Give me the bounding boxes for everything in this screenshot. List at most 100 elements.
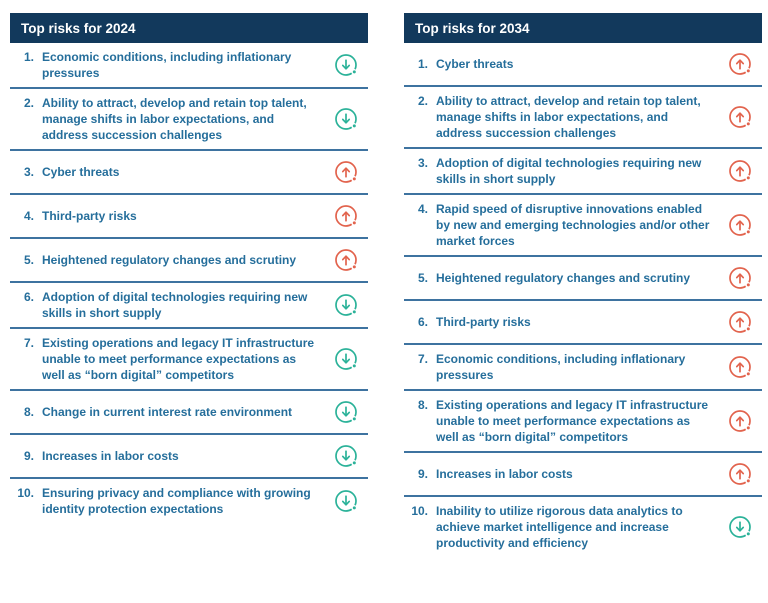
risk-item: 5. Heightened regulatory changes and scr… bbox=[404, 257, 762, 301]
up-arrow-circle-icon bbox=[728, 105, 752, 129]
risk-item: 6. Third-party risks bbox=[404, 301, 762, 345]
risk-item: 1. Economic conditions, including inflat… bbox=[10, 43, 368, 89]
risk-text: Economic conditions, including inflation… bbox=[436, 352, 686, 382]
down-arrow-glyph bbox=[335, 54, 357, 76]
risk-columns-container: Top risks for 2024 1. Economic condition… bbox=[10, 13, 762, 557]
down-arrow-circle-icon bbox=[334, 347, 358, 371]
up-arrow-circle-icon bbox=[728, 52, 752, 76]
risk-item-body: 7. Economic conditions, including inflat… bbox=[404, 351, 718, 383]
column-title: Top risks for 2034 bbox=[415, 20, 530, 36]
risk-item: 10. Inability to utilize rigorous data a… bbox=[404, 497, 762, 557]
risk-rank: 8. bbox=[417, 398, 428, 412]
risk-text: Ensuring privacy and compliance with gro… bbox=[42, 486, 311, 516]
risk-item: 2. Ability to attract, develop and retai… bbox=[404, 87, 762, 149]
down-arrow-glyph bbox=[335, 401, 357, 423]
risk-item-body: 1. Economic conditions, including inflat… bbox=[10, 49, 324, 81]
risk-rank: 3. bbox=[23, 165, 34, 179]
risk-text: Rapid speed of disruptive innovations en… bbox=[436, 202, 710, 248]
risk-rank: 9. bbox=[23, 449, 34, 463]
up-arrow-glyph bbox=[729, 53, 751, 75]
risk-list: 1. Cyber threats 2. Ability to attract, … bbox=[404, 43, 762, 557]
up-arrow-circle-icon bbox=[334, 160, 358, 184]
risk-text: Economic conditions, including inflation… bbox=[42, 50, 292, 80]
down-arrow-glyph bbox=[335, 348, 357, 370]
risk-text: Existing operations and legacy IT infras… bbox=[436, 398, 709, 444]
risk-rank: 5. bbox=[23, 253, 34, 267]
up-arrow-glyph bbox=[729, 356, 751, 378]
up-arrow-glyph bbox=[729, 214, 751, 236]
risk-item-body: 10. Ensuring privacy and compliance with… bbox=[10, 485, 324, 517]
up-arrow-glyph bbox=[335, 205, 357, 227]
up-arrow-glyph bbox=[335, 161, 357, 183]
risk-rank: 1. bbox=[417, 57, 428, 71]
risk-text: Existing operations and legacy IT infras… bbox=[42, 336, 315, 382]
risk-item-body: 4. Rapid speed of disruptive innovations… bbox=[404, 201, 718, 249]
risk-rank: 6. bbox=[417, 315, 428, 329]
risk-rank: 2. bbox=[417, 94, 428, 108]
down-arrow-circle-icon bbox=[334, 489, 358, 513]
risk-item-body: 7. Existing operations and legacy IT inf… bbox=[10, 335, 324, 383]
up-arrow-circle-icon bbox=[728, 462, 752, 486]
down-arrow-glyph bbox=[335, 490, 357, 512]
risk-item-body: 2. Ability to attract, develop and retai… bbox=[404, 93, 718, 141]
up-arrow-circle-icon bbox=[334, 248, 358, 272]
risk-column: Top risks for 2024 1. Economic condition… bbox=[10, 13, 368, 557]
risk-item-body: 3. Adoption of digital technologies requ… bbox=[404, 155, 718, 187]
risk-rank: 10. bbox=[411, 504, 428, 518]
risk-item: 2. Ability to attract, develop and retai… bbox=[10, 89, 368, 151]
up-arrow-circle-icon bbox=[728, 310, 752, 334]
up-arrow-circle-icon bbox=[728, 213, 752, 237]
down-arrow-glyph bbox=[335, 294, 357, 316]
risk-rank: 8. bbox=[23, 405, 34, 419]
risk-item-body: 10. Inability to utilize rigorous data a… bbox=[404, 503, 718, 551]
column-header: Top risks for 2024 bbox=[10, 13, 368, 43]
up-arrow-glyph bbox=[729, 267, 751, 289]
risk-item: 1. Cyber threats bbox=[404, 43, 762, 87]
up-arrow-glyph bbox=[335, 249, 357, 271]
risk-text: Inability to utilize rigorous data analy… bbox=[436, 504, 683, 550]
risk-text: Increases in labor costs bbox=[42, 449, 179, 463]
risk-item: 8. Change in current interest rate envir… bbox=[10, 391, 368, 435]
risk-list: 1. Economic conditions, including inflat… bbox=[10, 43, 368, 523]
up-arrow-glyph bbox=[729, 106, 751, 128]
risk-text: Cyber threats bbox=[436, 57, 514, 71]
up-arrow-glyph bbox=[729, 463, 751, 485]
up-arrow-circle-icon bbox=[728, 355, 752, 379]
risk-column: Top risks for 2034 1. Cyber threats 2. A… bbox=[404, 13, 762, 557]
risk-item: 9. Increases in labor costs bbox=[404, 453, 762, 497]
risk-item-body: 9. Increases in labor costs bbox=[404, 466, 718, 482]
risk-item: 10. Ensuring privacy and compliance with… bbox=[10, 479, 368, 523]
risk-text: Cyber threats bbox=[42, 165, 120, 179]
down-arrow-circle-icon bbox=[728, 515, 752, 539]
top-risks-comparison-figure: Top risks for 2024 1. Economic condition… bbox=[10, 13, 762, 557]
up-arrow-circle-icon bbox=[334, 204, 358, 228]
risk-item: 7. Economic conditions, including inflat… bbox=[404, 345, 762, 391]
down-arrow-glyph bbox=[729, 516, 751, 538]
up-arrow-glyph bbox=[729, 311, 751, 333]
up-arrow-circle-icon bbox=[728, 409, 752, 433]
risk-item-body: 9. Increases in labor costs bbox=[10, 448, 324, 464]
risk-text: Heightened regulatory changes and scruti… bbox=[42, 253, 297, 267]
risk-item-body: 4. Third-party risks bbox=[10, 208, 324, 224]
risk-item: 3. Adoption of digital technologies requ… bbox=[404, 149, 762, 195]
up-arrow-circle-icon bbox=[728, 266, 752, 290]
down-arrow-glyph bbox=[335, 108, 357, 130]
risk-item: 7. Existing operations and legacy IT inf… bbox=[10, 329, 368, 391]
down-arrow-circle-icon bbox=[334, 400, 358, 424]
risk-rank: 1. bbox=[23, 50, 34, 64]
risk-text: Adoption of digital technologies requiri… bbox=[436, 156, 702, 186]
risk-item-body: 2. Ability to attract, develop and retai… bbox=[10, 95, 324, 143]
down-arrow-circle-icon bbox=[334, 53, 358, 77]
risk-rank: 9. bbox=[417, 467, 428, 481]
column-title: Top risks for 2024 bbox=[21, 20, 136, 36]
risk-text: Third-party risks bbox=[42, 209, 137, 223]
risk-item-body: 6. Third-party risks bbox=[404, 314, 718, 330]
risk-rank: 7. bbox=[23, 336, 34, 350]
down-arrow-circle-icon bbox=[334, 444, 358, 468]
risk-text: Ability to attract, develop and retain t… bbox=[436, 94, 701, 140]
risk-item-body: 5. Heightened regulatory changes and scr… bbox=[10, 252, 324, 268]
risk-text: Ability to attract, develop and retain t… bbox=[42, 96, 307, 142]
risk-item: 4. Rapid speed of disruptive innovations… bbox=[404, 195, 762, 257]
risk-text: Change in current interest rate environm… bbox=[42, 405, 293, 419]
risk-rank: 10. bbox=[17, 486, 34, 500]
